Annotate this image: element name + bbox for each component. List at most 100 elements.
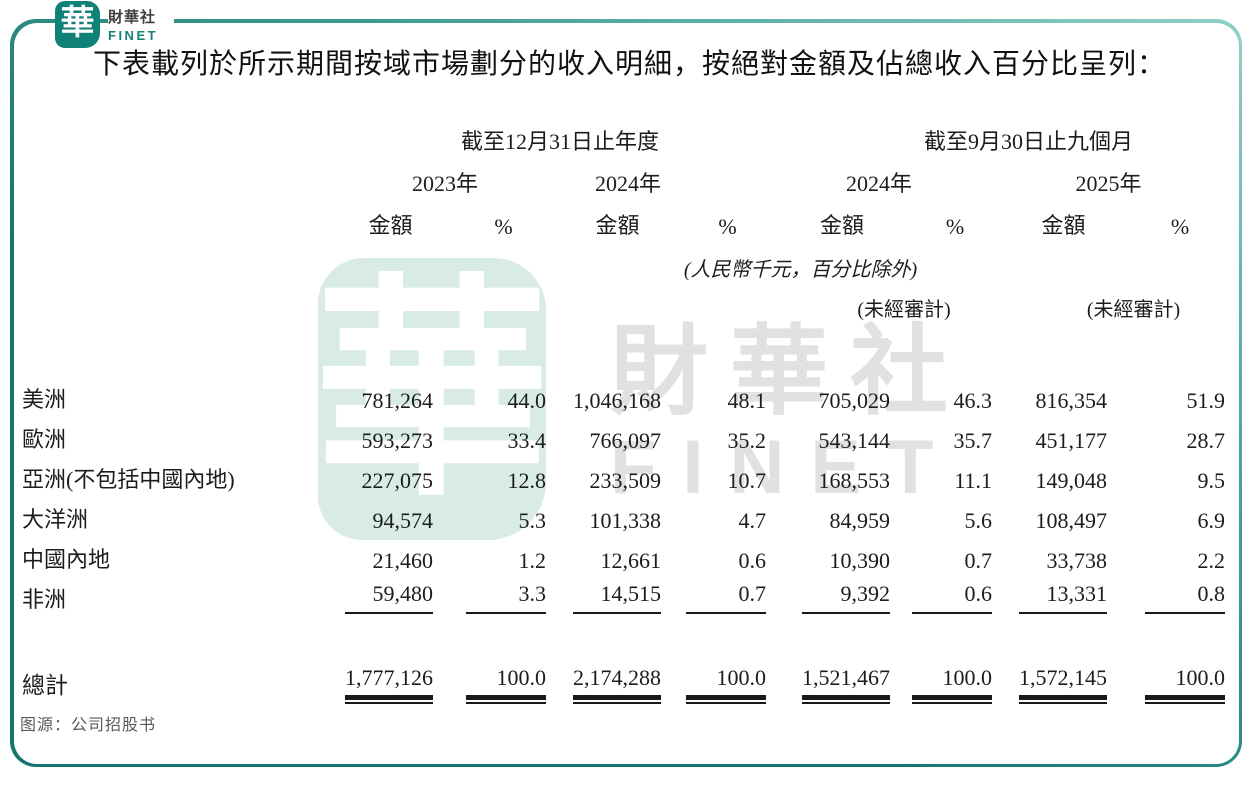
empty-cell bbox=[22, 240, 320, 282]
cell-value: 9,392 bbox=[802, 581, 891, 614]
table-row: 美洲 781,264 44.0 1,046,168 48.1 705,029 46.3 816… bbox=[22, 374, 1225, 414]
cell-value: 33.4 bbox=[507, 428, 547, 453]
cell-value: 4.7 bbox=[738, 508, 767, 533]
cell-value: 100.0 bbox=[686, 665, 767, 704]
cell-value: 11.1 bbox=[954, 468, 993, 493]
empty-header-cell bbox=[22, 120, 320, 156]
cell-value: 10.7 bbox=[727, 468, 767, 493]
cell-value: 543,144 bbox=[818, 428, 891, 453]
cell-value: 3.3 bbox=[466, 581, 546, 614]
finet-logo: 華 財華社 FINET bbox=[55, 1, 175, 48]
region-label: 美洲 bbox=[22, 387, 67, 412]
table-cell: 35.2 bbox=[661, 414, 767, 454]
period-group-annual: 截至12月31日止年度 bbox=[461, 129, 660, 154]
table-cell: 149,048 bbox=[992, 454, 1108, 494]
cell-value: 9.5 bbox=[1197, 468, 1226, 493]
table-row: 中國內地 21,460 1.2 12,661 0.6 10,390 0.7 33,738 2.2 bbox=[22, 534, 1225, 574]
region-label: 亞洲(不包括中國內地) bbox=[22, 467, 235, 492]
cell-value: 33,738 bbox=[1046, 548, 1108, 573]
watermark-text-english: FINET bbox=[610, 425, 960, 510]
cell-value: 1.2 bbox=[518, 548, 547, 573]
unit-note-row: (人民幣千元，百分比除外) bbox=[22, 240, 1225, 282]
table-cell: 1.2 bbox=[433, 534, 547, 574]
cell-value: 101,338 bbox=[589, 508, 662, 533]
cell-value: 233,509 bbox=[589, 468, 662, 493]
unaudited-note-9m2025: (未經審計) bbox=[1086, 299, 1181, 321]
measure-header-row: 金額 % 金額 % 金額 % 金額 % bbox=[22, 198, 1225, 240]
cell-value: 1,046,168 bbox=[573, 388, 661, 413]
table-cell: 21,460 bbox=[320, 534, 434, 574]
total-row: 總計 1,777,126 100.0 2,174,288 100.0 1,521,467 1… bbox=[22, 654, 1226, 704]
table-cell: 33.4 bbox=[433, 414, 547, 454]
cell-value: 0.6 bbox=[738, 548, 767, 573]
table-cell: 705,029 bbox=[766, 374, 891, 414]
region-label: 歐洲 bbox=[22, 427, 67, 452]
cell-value: 13,331 bbox=[1019, 581, 1108, 614]
spacer-row bbox=[22, 322, 1225, 374]
table-cell: 48.1 bbox=[661, 374, 767, 414]
table-cell: 94,574 bbox=[320, 494, 434, 534]
cell-value: 149,048 bbox=[1035, 468, 1108, 493]
table-cell: 108,497 bbox=[992, 494, 1108, 534]
cell-value: 35.7 bbox=[953, 428, 993, 453]
cell-value: 48.1 bbox=[727, 388, 767, 413]
source-caption: 图源：公司招股书 bbox=[20, 717, 157, 734]
table-row: 歐洲 593,273 33.4 766,097 35.2 543,144 35.7 451,1… bbox=[22, 414, 1225, 454]
period-group-nine-months: 截至9月30日止九個月 bbox=[924, 129, 1134, 154]
table-cell: 233,509 bbox=[546, 454, 662, 494]
table-cell: 51.9 bbox=[1107, 374, 1226, 414]
region-label: 總計 bbox=[22, 673, 68, 698]
region-label: 大洋洲 bbox=[22, 507, 89, 532]
cell-value: 0.8 bbox=[1145, 581, 1226, 614]
percent-header: % bbox=[1170, 214, 1190, 239]
cell-value: 44.0 bbox=[507, 388, 547, 413]
table-cell: 14,515 bbox=[546, 574, 661, 614]
cell-value: 10,390 bbox=[829, 548, 891, 573]
table-cell: 100.0 bbox=[1107, 654, 1226, 704]
table-row: 大洋洲 94,574 5.3 101,338 4.7 84,959 5.6 108,497 6.… bbox=[22, 494, 1225, 534]
empty-cell bbox=[22, 282, 766, 322]
watermark-text: 財華社 FINET bbox=[610, 322, 970, 506]
cell-value: 0.6 bbox=[912, 581, 993, 614]
cell-value: 766,097 bbox=[589, 428, 662, 453]
cell-value: 781,264 bbox=[361, 388, 434, 413]
percent-header: % bbox=[718, 214, 737, 239]
table-body: 美洲 781,264 44.0 1,046,168 48.1 705,029 46.3 816… bbox=[22, 374, 1226, 704]
cell-value: 46.3 bbox=[953, 388, 993, 413]
amount-header: 金額 bbox=[820, 213, 865, 238]
table-cell: 1,777,126 bbox=[320, 654, 433, 704]
document-border-frame bbox=[10, 19, 1242, 767]
unaudited-note-9m2024: (未經審計) bbox=[857, 299, 951, 321]
table-cell: 0.8 bbox=[1107, 574, 1226, 614]
year-header-2025: 2025年 bbox=[1075, 171, 1142, 196]
cell-value: 2,174,288 bbox=[573, 665, 661, 704]
cell-value: 100.0 bbox=[466, 665, 546, 704]
table-cell: 44.0 bbox=[433, 374, 547, 414]
cell-value: 816,354 bbox=[1035, 388, 1108, 413]
cell-value: 35.2 bbox=[727, 428, 767, 453]
cell-value: 100.0 bbox=[1145, 665, 1226, 704]
cell-value: 705,029 bbox=[818, 388, 891, 413]
table-cell: 1,046,168 bbox=[546, 374, 661, 414]
cell-value: 168,553 bbox=[818, 468, 891, 493]
revenue-table-wrapper: 截至12月31日止年度 截至9月30日止九個月 2023年 2024年 2024… bbox=[22, 120, 1226, 704]
cell-value: 1,572,145 bbox=[1019, 665, 1108, 704]
table-cell: 33,738 bbox=[992, 534, 1108, 574]
unit-note: (人民幣千元，百分比除外) bbox=[683, 259, 918, 281]
cell-value: 0.7 bbox=[686, 581, 767, 614]
table-cell: 84,959 bbox=[766, 494, 891, 534]
cell-value: 1,521,467 bbox=[802, 665, 891, 704]
cell-value: 21,460 bbox=[372, 548, 434, 573]
cell-value: 2.2 bbox=[1197, 548, 1226, 573]
region-label: 中國內地 bbox=[22, 547, 111, 572]
percent-header: % bbox=[494, 214, 513, 239]
table-cell: 543,144 bbox=[766, 414, 891, 454]
table-cell: 593,273 bbox=[320, 414, 434, 454]
cell-value: 100.0 bbox=[912, 665, 993, 704]
table-cell: 9,392 bbox=[766, 574, 891, 614]
watermark-text-chinese: 財華社 bbox=[610, 316, 971, 426]
watermark-seal-character: 華 bbox=[314, 262, 550, 523]
table-cell: 2.2 bbox=[1107, 534, 1226, 574]
cell-value: 14,515 bbox=[573, 581, 661, 614]
